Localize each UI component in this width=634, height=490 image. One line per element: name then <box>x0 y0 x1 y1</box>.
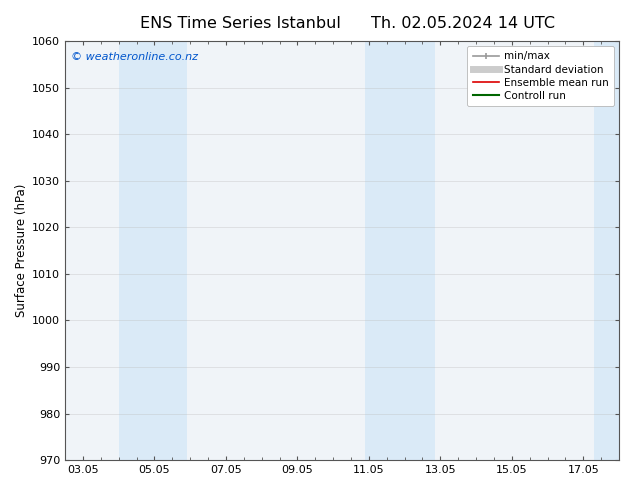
Legend: min/max, Standard deviation, Ensemble mean run, Controll run: min/max, Standard deviation, Ensemble me… <box>467 46 614 106</box>
Text: Th. 02.05.2024 14 UTC: Th. 02.05.2024 14 UTC <box>371 16 555 31</box>
Bar <box>119 41 186 460</box>
Text: © weatheronline.co.nz: © weatheronline.co.nz <box>71 51 198 62</box>
Bar <box>365 41 435 460</box>
Text: ENS Time Series Istanbul: ENS Time Series Istanbul <box>141 16 341 31</box>
Bar <box>594 41 623 460</box>
Y-axis label: Surface Pressure (hPa): Surface Pressure (hPa) <box>15 184 28 318</box>
